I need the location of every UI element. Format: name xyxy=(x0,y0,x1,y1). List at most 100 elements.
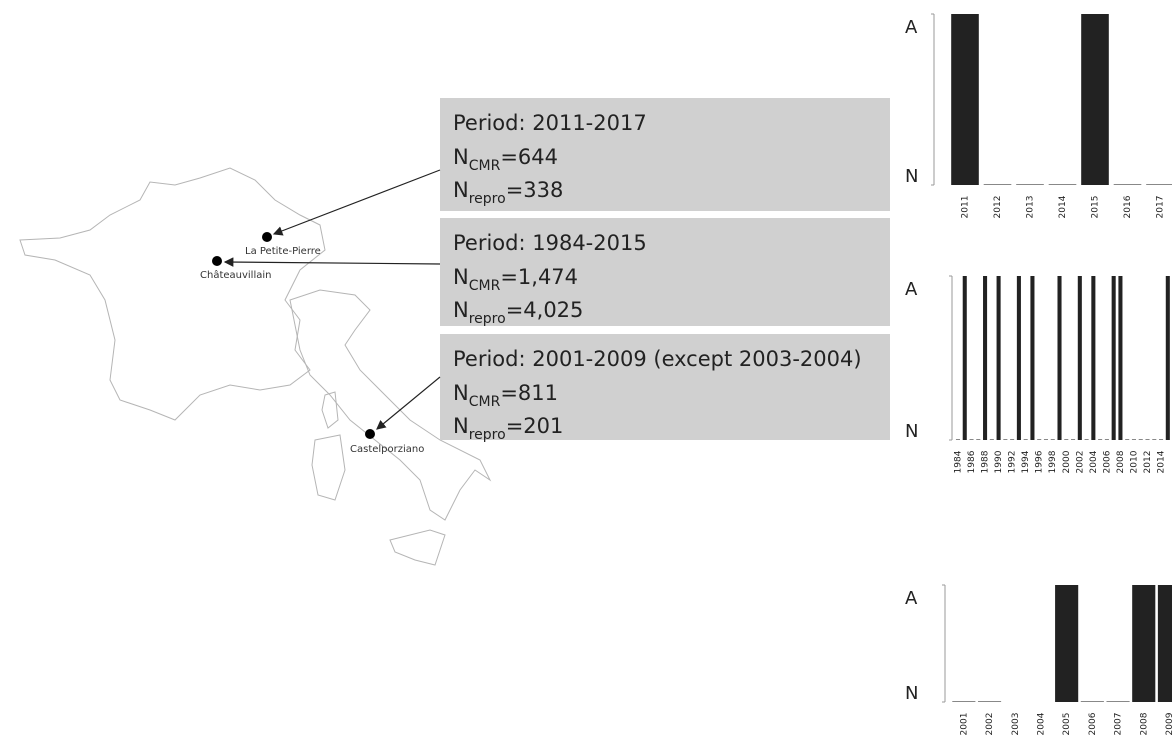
bar xyxy=(976,439,981,440)
map: La Petite-Pierre Châteauvillain Castelpo… xyxy=(19,167,492,566)
count-subscript: repro xyxy=(469,191,506,207)
info-boxes xyxy=(223,98,890,440)
x-tick-label: 2009 xyxy=(1165,712,1172,735)
x-tick-label: 1992 xyxy=(1008,451,1018,474)
period-text: Period: 2011-2017 xyxy=(453,111,647,135)
info-box xyxy=(440,334,890,440)
site-dot xyxy=(212,256,222,266)
sicily xyxy=(389,529,446,566)
y-tick-label: N xyxy=(905,166,918,187)
info-box xyxy=(440,98,890,211)
info-text: Period: 2011-2017NCMR=644Nrepro=338Perio… xyxy=(453,111,862,443)
count-text: NCMR=811 xyxy=(453,381,558,410)
bar xyxy=(1081,14,1109,185)
bar xyxy=(951,14,979,185)
count-value: =201 xyxy=(506,414,564,438)
x-tick-label: 2017 xyxy=(1156,196,1166,219)
bar xyxy=(989,439,994,440)
bar xyxy=(1023,439,1028,440)
x-tick-label: 1996 xyxy=(1035,450,1045,473)
x-tick-label: 2016 xyxy=(1123,195,1133,218)
x-tick-label: 1988 xyxy=(981,450,991,473)
bar xyxy=(1050,439,1055,440)
count-text: Nrepro=4,025 xyxy=(453,298,583,327)
bar xyxy=(1080,701,1104,702)
france-outline xyxy=(19,167,326,421)
bar xyxy=(1132,585,1156,702)
count-symbol: N xyxy=(453,414,469,438)
bar xyxy=(977,701,1002,702)
count-value: =338 xyxy=(506,178,564,202)
x-tick-label: 2014 xyxy=(1058,195,1068,218)
count-symbol: N xyxy=(453,265,469,289)
bar xyxy=(1145,439,1150,440)
x-tick-label: 2006 xyxy=(1088,712,1098,735)
count-text: NCMR=644 xyxy=(453,145,558,174)
x-tick-label: 1984 xyxy=(953,450,963,473)
count-value: =1,474 xyxy=(500,265,578,289)
bar xyxy=(1165,276,1170,440)
arrow xyxy=(376,376,441,430)
x-tick-label: 1986 xyxy=(967,450,977,473)
arrow xyxy=(223,257,441,267)
bar xyxy=(1159,439,1164,440)
city-label: La Petite-Pierre xyxy=(245,246,321,257)
count-text: NCMR=1,474 xyxy=(453,265,578,294)
bar xyxy=(1010,439,1015,440)
bar xyxy=(1146,184,1172,185)
bar xyxy=(1138,439,1143,440)
bar xyxy=(1071,439,1076,440)
x-tick-label: 1994 xyxy=(1021,450,1031,473)
count-subscript: repro xyxy=(469,427,506,443)
count-subscript: CMR xyxy=(469,158,501,174)
bar xyxy=(1157,585,1172,702)
count-subscript: repro xyxy=(469,311,506,327)
bar xyxy=(1064,439,1069,440)
bar xyxy=(1106,701,1130,702)
bar xyxy=(969,439,974,440)
x-tick-label: 2008 xyxy=(1139,712,1149,735)
city-label: Châteauvillain xyxy=(200,269,271,281)
bar xyxy=(1037,439,1042,440)
y-tick-label: A xyxy=(905,588,918,609)
count-symbol: N xyxy=(453,298,469,322)
count-subscript: CMR xyxy=(469,394,501,410)
y-tick-label: A xyxy=(905,279,918,300)
x-tick-label: 2003 xyxy=(1011,713,1021,736)
y-tick-label: N xyxy=(905,683,918,704)
x-tick-label: 2002 xyxy=(985,713,995,736)
bar xyxy=(1055,585,1079,702)
corsica xyxy=(321,391,339,429)
site-dot xyxy=(262,232,272,242)
x-tick-label: 2007 xyxy=(1114,713,1124,736)
x-tick-label: 2012 xyxy=(993,196,1003,219)
bar xyxy=(1152,439,1157,440)
italy-outline xyxy=(289,289,492,521)
y-tick-label: N xyxy=(905,421,918,442)
bar xyxy=(1118,276,1123,440)
bar xyxy=(1091,276,1096,440)
x-tick-label: 2001 xyxy=(959,713,969,736)
bar xyxy=(1016,276,1021,440)
x-tick-label: 2008 xyxy=(1116,450,1126,473)
bar xyxy=(1030,276,1035,440)
x-tick-label: 2004 xyxy=(1036,712,1046,735)
info-box xyxy=(440,218,890,326)
count-subscript: CMR xyxy=(469,278,501,294)
count-value: =4,025 xyxy=(506,298,584,322)
bar xyxy=(955,439,961,440)
arrow xyxy=(272,169,441,236)
x-tick-label: 1998 xyxy=(1048,450,1058,473)
x-tick-label: 2002 xyxy=(1075,451,1085,474)
bar xyxy=(983,184,1012,185)
bar xyxy=(1113,184,1142,185)
x-tick-label: 2006 xyxy=(1102,450,1112,473)
period-text: Period: 1984-2015 xyxy=(453,231,647,255)
bar xyxy=(962,276,967,440)
bar xyxy=(1084,439,1089,440)
count-text: Nrepro=338 xyxy=(453,178,563,207)
x-tick-label: 2013 xyxy=(1026,196,1036,219)
count-symbol: N xyxy=(453,381,469,405)
bar xyxy=(1131,439,1137,440)
bar xyxy=(1077,276,1082,440)
